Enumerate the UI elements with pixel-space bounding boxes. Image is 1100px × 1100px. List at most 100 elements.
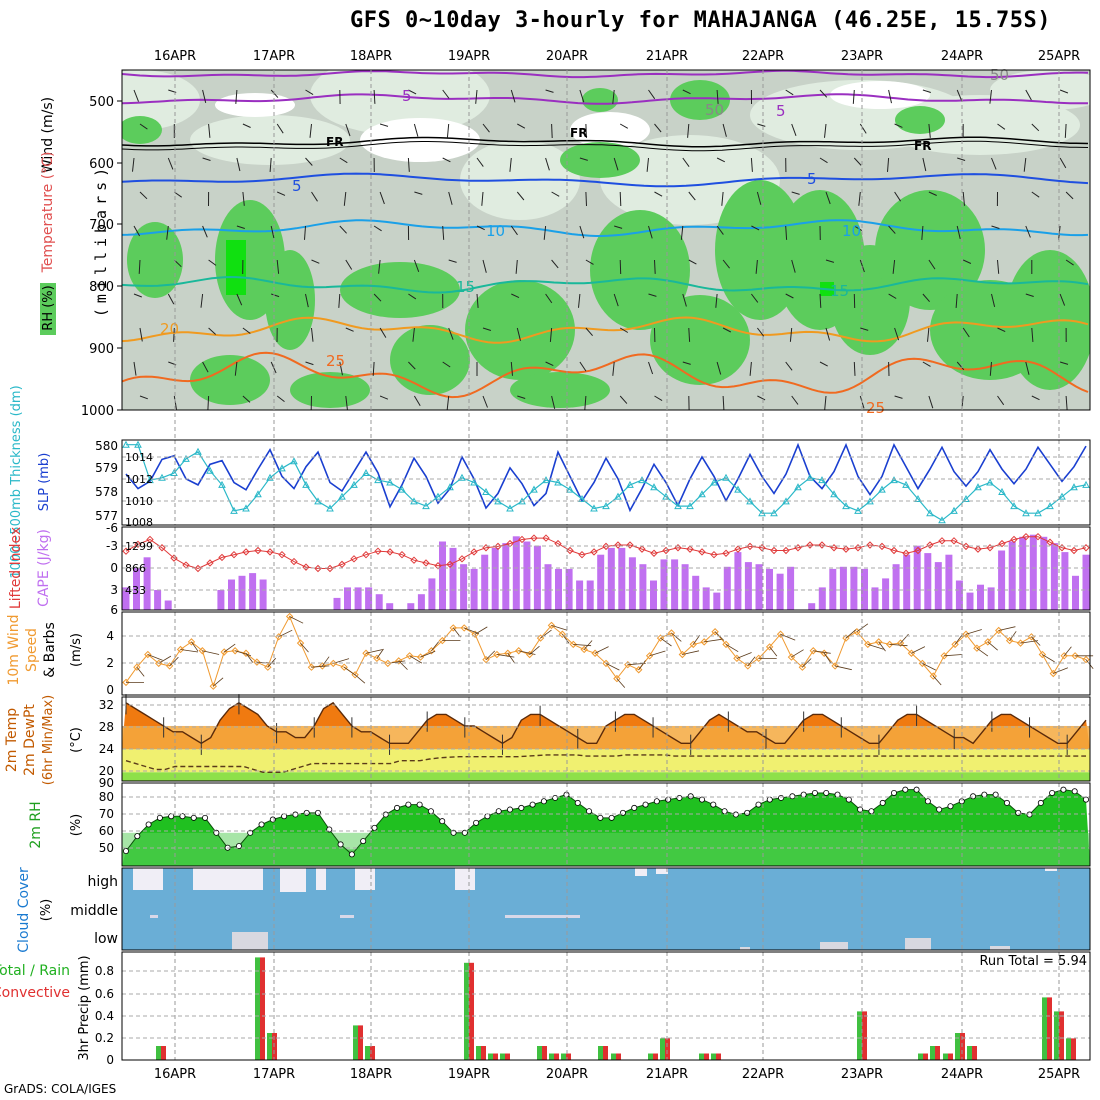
lifted-index-line-point — [458, 555, 466, 563]
lifted-index-line-point — [854, 544, 862, 552]
wind-barb — [540, 629, 552, 639]
precip-total-bar — [1054, 1011, 1059, 1060]
rh-tick: 90 — [99, 776, 114, 790]
precip-conv-bar — [260, 957, 265, 1060]
cape-bar — [692, 575, 700, 610]
isotherm-minus5 — [122, 93, 1089, 105]
date-label-bottom: 19APR — [448, 1067, 490, 1082]
wind-barb — [769, 646, 778, 657]
wind-speed-line-point — [438, 636, 447, 645]
wind-barb — [928, 123, 931, 138]
wind-barb — [922, 157, 927, 172]
thickness-line-point — [902, 480, 910, 488]
wind-barb — [819, 157, 828, 164]
rh-light-area — [310, 70, 490, 135]
precip-conv-bar — [1059, 1011, 1064, 1060]
grid-lines — [121, 70, 1091, 1061]
thickness-axis-label: 1000~500mb Thickness (dm) — [9, 385, 24, 578]
wind-speed-line-point — [1016, 639, 1025, 647]
thickness-line-point — [506, 504, 514, 512]
precip-conv-bar — [862, 1011, 867, 1060]
wind-barb — [1031, 327, 1034, 342]
thickness-line-point — [242, 504, 250, 512]
wind-speed-line-point — [209, 682, 217, 690]
wind-barb — [619, 395, 628, 404]
lifted-index-axis-label: Lifted Index — [8, 527, 24, 609]
rh-line-point — [755, 801, 762, 808]
rh-line-point — [936, 806, 943, 813]
wind-speed-line-point — [395, 657, 403, 665]
wind-barb — [551, 625, 568, 631]
wind-barb — [242, 327, 251, 334]
cape-bar — [375, 594, 383, 610]
contour-label: 5 — [402, 87, 412, 105]
cape-bar — [1082, 554, 1090, 610]
wind-barb — [475, 89, 478, 104]
cape-bar — [955, 580, 963, 610]
precip-conv-bar — [948, 1053, 953, 1060]
thickness-line-point — [266, 473, 274, 481]
high-cloud-block — [635, 868, 647, 876]
wind-barb — [845, 629, 857, 639]
lifted-index-line-point — [338, 560, 346, 569]
wind-barb — [585, 123, 587, 139]
lifted-index-line-point — [146, 535, 154, 544]
rh-line-point — [981, 791, 988, 798]
rh-dry-area — [830, 81, 930, 109]
date-label-top: 17APR — [253, 49, 295, 64]
wind-barb — [859, 123, 867, 134]
wind-barb — [549, 327, 553, 342]
rh-line-point — [360, 838, 367, 845]
wind-barb — [585, 191, 587, 207]
wind-barb — [660, 637, 672, 647]
pressure-axis-title: (millibars) — [92, 163, 110, 317]
cape-bar — [913, 545, 921, 610]
lifted-index-line-point — [470, 548, 478, 556]
lifted-index-line-point — [362, 550, 370, 559]
thickness-tick: 580 — [95, 439, 118, 453]
cloud-unit: (%) — [39, 899, 54, 922]
cape-bar — [1019, 536, 1027, 610]
wind-barb — [207, 395, 210, 410]
cape-bar — [354, 587, 362, 610]
thickness-line-point — [398, 485, 406, 493]
cape-bar — [702, 587, 710, 610]
lifted-index-line-point — [206, 559, 214, 567]
cloud-panel-frame — [121, 867, 1091, 951]
wind-barb — [928, 259, 936, 270]
cape-bar — [734, 552, 742, 610]
lifted-index-line-point — [626, 541, 634, 549]
rh-low-band — [122, 832, 1090, 866]
low-cloud-block — [990, 946, 1010, 950]
wind-barb — [962, 327, 970, 338]
rh-field — [122, 70, 1090, 410]
rh-line-point — [190, 814, 197, 821]
precip-total-bar — [476, 1046, 481, 1060]
wind-barb — [867, 644, 884, 650]
rh-line-point — [721, 808, 728, 815]
wind-speed-line-point — [755, 654, 763, 663]
wind-barb — [956, 225, 961, 240]
thickness-line-point — [1022, 509, 1030, 517]
wind-barb — [378, 259, 381, 274]
high-cloud-block — [294, 868, 304, 874]
lifted-index-line-point — [614, 541, 622, 549]
lifted-index-line-point — [218, 553, 226, 562]
lifted-index-line-point — [782, 546, 790, 555]
thickness-line-point — [926, 509, 934, 517]
thickness-line-point — [806, 473, 814, 481]
wind-barb — [270, 89, 279, 98]
contour-label: 15 — [456, 278, 475, 296]
wind-barb — [202, 157, 211, 161]
rh-line-point — [1071, 788, 1078, 795]
wind-barb — [169, 656, 179, 667]
cape-tick: 1299 — [125, 540, 153, 553]
wind-speed-line-point — [1005, 636, 1014, 645]
wind-barb — [751, 293, 759, 303]
temp-unit: (°C) — [69, 727, 84, 753]
contour-label: FR — [570, 126, 587, 140]
wind-barb — [579, 361, 587, 372]
cape-bar — [639, 564, 647, 610]
lifted-index-line-point — [686, 545, 694, 553]
wind-barb — [271, 293, 280, 298]
